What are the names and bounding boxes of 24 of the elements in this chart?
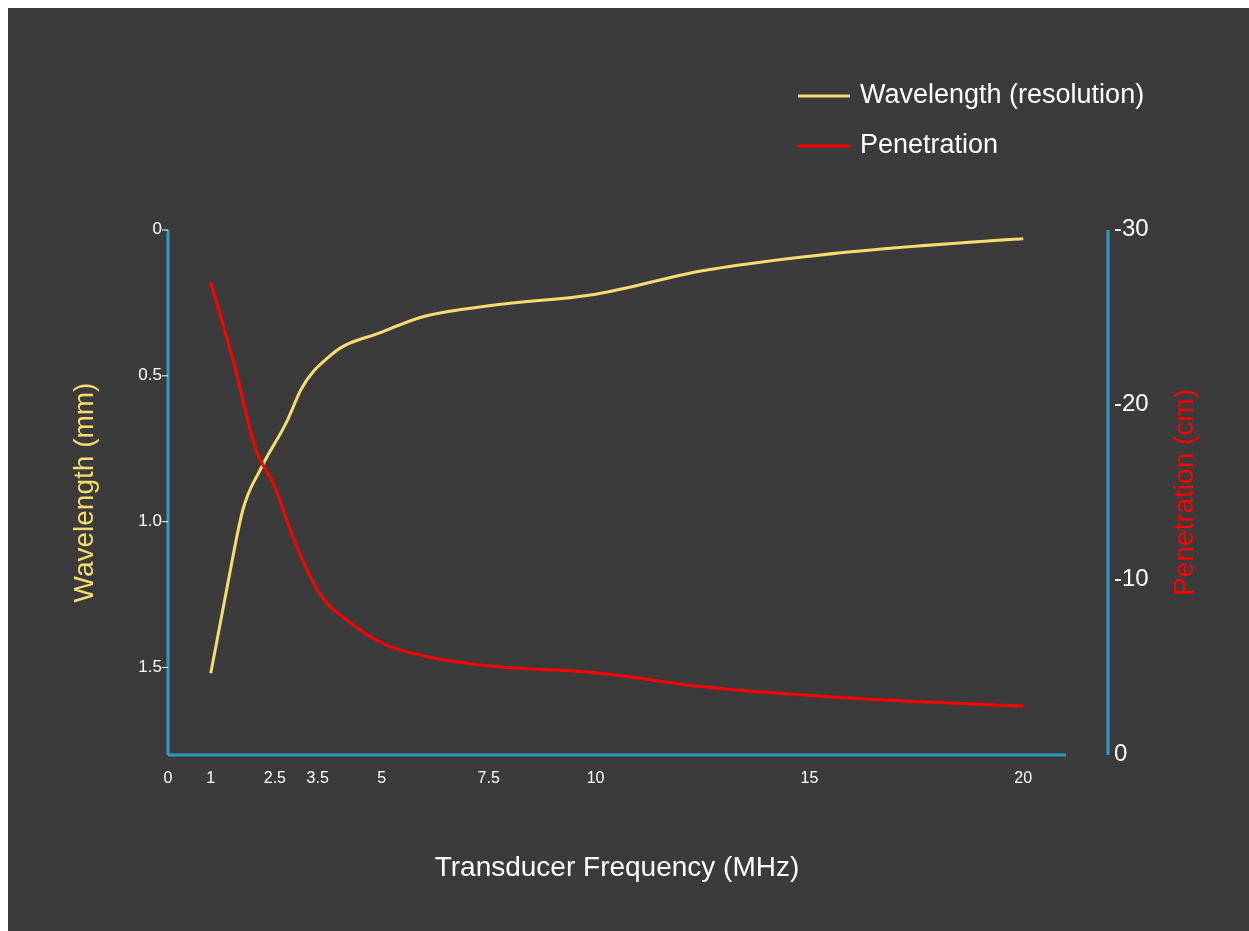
y-axis-title: Wavelength (mm) <box>68 382 100 603</box>
x-tick-label: 15 <box>800 769 819 786</box>
y-tick-label: 0.5 <box>138 365 162 385</box>
legend-label: Penetration <box>860 129 999 160</box>
y2-tick-label: 0 <box>1114 739 1128 767</box>
x-axis-title: Transducer Frequency (MHz) <box>434 851 800 882</box>
x-tick-label: 3.5 <box>306 769 329 786</box>
legend-label: Wavelength (resolution) <box>860 79 1145 110</box>
line-series <box>209 281 1025 708</box>
x-tick-label: 20 <box>1014 769 1033 786</box>
y-tick-label: 1.5 <box>138 656 162 676</box>
x-tick-label: 0 <box>163 769 173 786</box>
x-tick-label: 5 <box>377 769 387 786</box>
y-tick-label: 0 <box>152 219 162 239</box>
y2-tick-label: -30 <box>1114 214 1149 242</box>
line-series <box>209 237 1025 675</box>
y2-axis-title: Penetration (cm) <box>1168 389 1200 596</box>
y2-tick-label: -20 <box>1114 389 1149 417</box>
y2-tick-label: -10 <box>1114 564 1149 592</box>
x-tick-label: 7.5 <box>477 769 500 786</box>
y-tick-label: 1.0 <box>138 511 162 531</box>
x-tick-label: 1 <box>206 769 216 786</box>
x-tick-label: 2.5 <box>263 769 287 786</box>
x-tick-label: 10 <box>586 769 605 786</box>
